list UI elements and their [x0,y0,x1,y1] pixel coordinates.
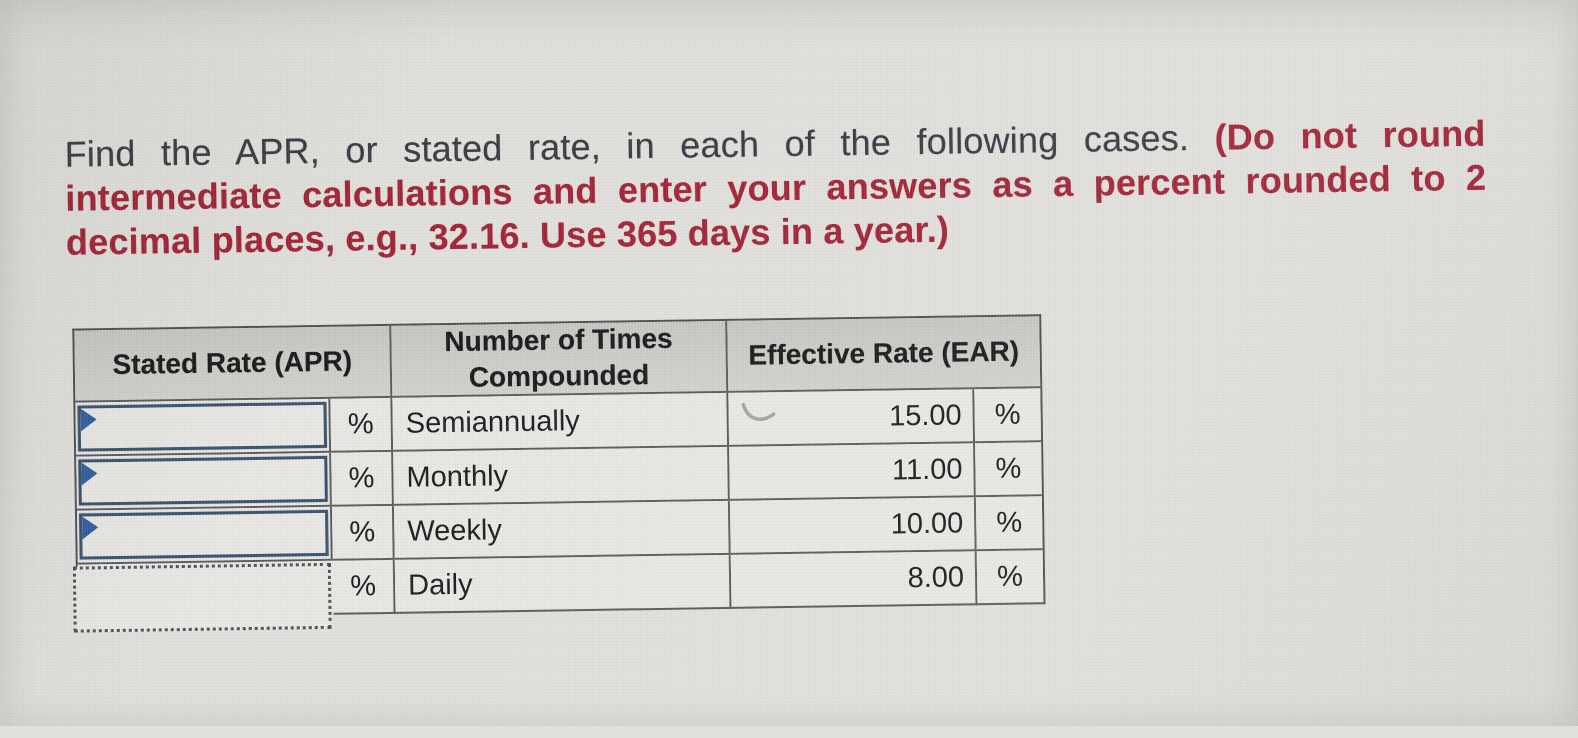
stated-rate-inputbox-monthly [78,456,328,506]
instruction-bold-text-1: (Do not round [1214,113,1486,158]
percent-label: % [330,398,393,453]
percent-label: % [977,550,1044,605]
stated-rate-inputbox-weekly [79,510,329,560]
header-times-compounded: Number of Times Compounded [391,321,728,398]
stated-rate-input-daily[interactable] [76,566,329,630]
compounding-label-monthly: Monthly [393,447,730,506]
header-effective-rate: Effective Rate (EAR) [727,316,1040,393]
stated-rate-cell-semiannually [75,399,331,457]
ear-value-weekly: 10.00 [730,497,977,555]
percent-label: % [976,496,1043,551]
header-stated-rate: Stated Rate (APR) [74,326,392,403]
stated-rate-cell-daily [78,561,334,619]
percent-label: % [974,388,1041,443]
compounding-label-weekly: Weekly [394,501,731,560]
compounding-label-daily: Daily [395,555,732,614]
question-text: Find the APR, or stated rate, in each of… [64,112,1487,265]
stated-rate-input-semiannually[interactable] [80,405,324,449]
ear-value-monthly: 11.00 [729,443,976,501]
stated-rate-input-weekly[interactable] [82,513,326,557]
percent-label: % [332,506,395,561]
stated-rate-cell-weekly [77,507,333,565]
percent-label: % [333,560,396,615]
stated-rate-cell-monthly [76,453,332,511]
stated-rate-input-monthly[interactable] [81,459,325,503]
apr-ear-table: Stated Rate (APR) Number of Times Compou… [72,314,1045,618]
percent-label: % [331,452,394,507]
stated-rate-inputbox-semiannually [77,402,327,452]
percent-label: % [975,442,1042,497]
stated-rate-inputbox-daily-focused [73,563,332,633]
compounding-label-semiannually: Semiannually [392,393,729,452]
ear-value-daily: 8.00 [731,551,978,609]
cursor-artifact-icon [738,399,778,430]
